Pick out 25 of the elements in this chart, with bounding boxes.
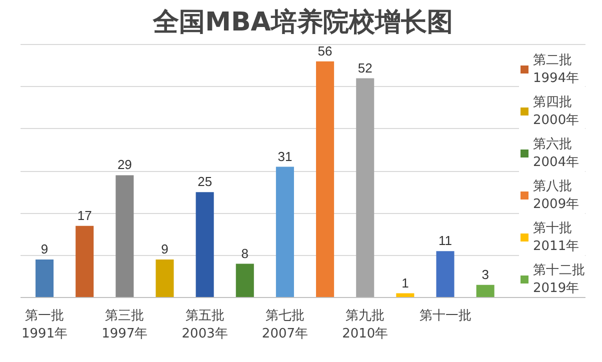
legend-label: 第八批 2009年 <box>533 178 580 213</box>
x-tick-label: 第九批 2010年 <box>342 308 388 342</box>
x-tick-label: 第五批 2003年 <box>182 308 228 342</box>
legend-label: 第六批 2004年 <box>533 136 580 171</box>
legend-label: 第二批 1994年 <box>533 52 580 87</box>
data-label: 17 <box>77 208 92 223</box>
x-tick-label: 第三批 1997年 <box>102 308 148 342</box>
data-label: 9 <box>161 242 168 257</box>
x-tick-label: 第十一批 <box>419 308 472 324</box>
legend-label: 第四批 2000年 <box>533 94 580 129</box>
x-tick-label: 第七批 2007年 <box>262 308 308 342</box>
data-label: 9 <box>40 242 48 257</box>
legend-label: 第十二批 2019年 <box>533 262 585 297</box>
x-tick-label: 第一批 1991年 <box>22 308 68 342</box>
data-label: 3 <box>482 266 489 282</box>
data-label: 31 <box>278 148 292 164</box>
chart-title: 全国MBA培养院校增长图 <box>152 8 453 38</box>
legend-label: 第十批 2011年 <box>533 220 580 255</box>
data-label: 56 <box>318 43 332 58</box>
data-label: 25 <box>198 174 212 190</box>
data-label: 52 <box>358 60 372 76</box>
data-label: 29 <box>117 157 132 172</box>
data-label: 1 <box>402 275 409 290</box>
data-label: 11 <box>438 233 452 248</box>
data-label: 8 <box>241 246 249 261</box>
